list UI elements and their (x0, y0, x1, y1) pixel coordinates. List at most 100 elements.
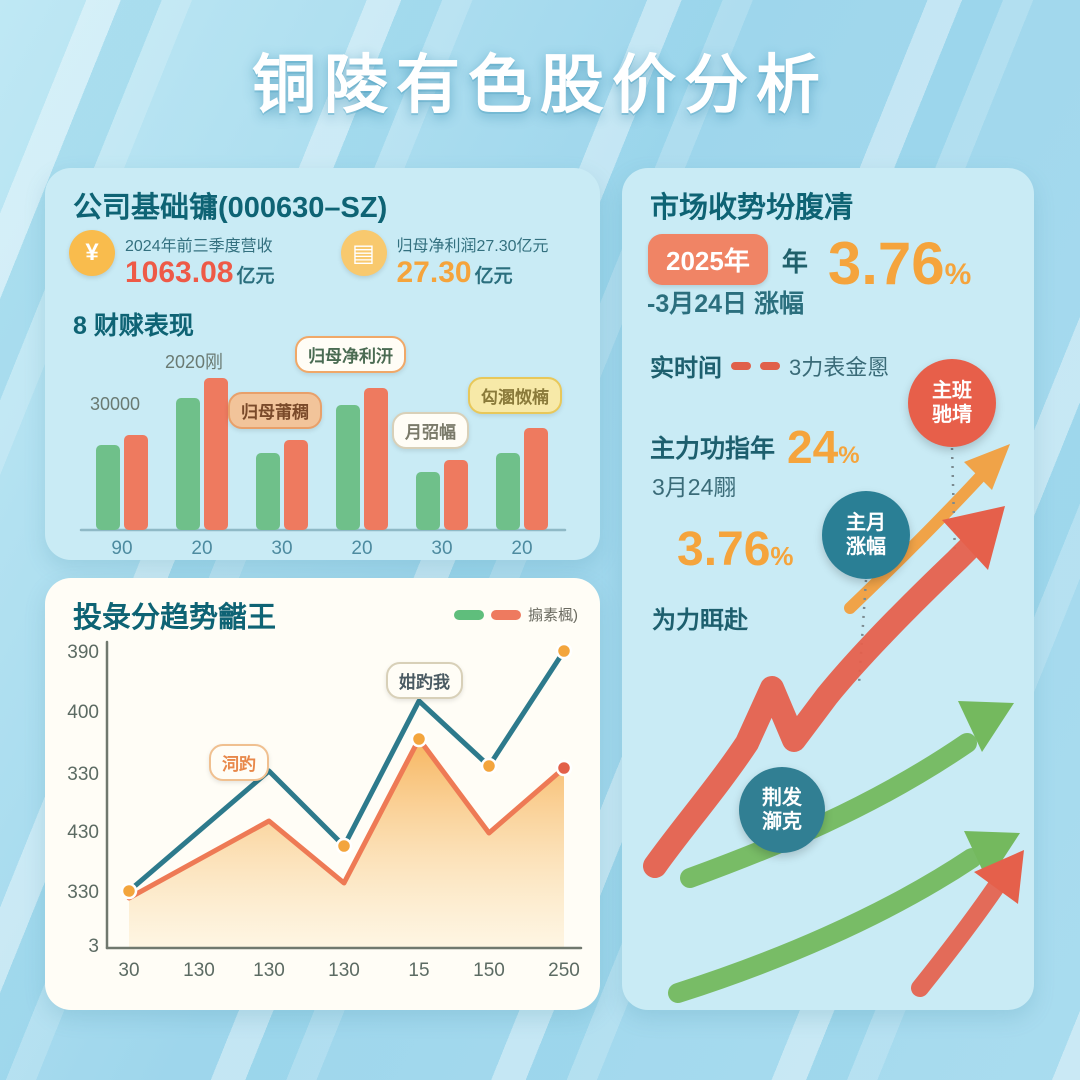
green-legend-icon (454, 609, 484, 620)
svg-text:20: 20 (191, 538, 212, 559)
company-card-title: 公司基础镛(000630–SZ) (73, 192, 388, 224)
revenue-stat-text: 2024年前三季度营收 1063.08 亿元 (125, 230, 274, 290)
callout-bubble: 归母莆稠 (228, 392, 322, 429)
svg-text:430: 430 (67, 822, 99, 843)
red-arrowhead-icon (942, 506, 1005, 570)
price-trend-card: 投彔分趋势龤王 搧素楓) 390 400 330 430 330 3 30 130 130 130… (45, 578, 600, 1010)
pct-value: 24 (787, 421, 839, 473)
svg-text:400: 400 (67, 702, 99, 723)
year-suffix: 年 (781, 247, 808, 277)
financial-bar-chart: 90 20 30 20 30 20 (79, 378, 567, 559)
svg-text:250: 250 (548, 960, 580, 981)
financials-subheader: 8 财赇表现 (73, 312, 194, 340)
red-arrow-icon (643, 531, 986, 878)
inflow-label: 主力功指年 (650, 435, 776, 463)
main-funds-badge: 主班 驰埥 (908, 359, 996, 447)
realtime-row: 实时间 3力表金慁 (650, 348, 889, 383)
red-legend-icon (491, 609, 521, 620)
badge-line: 主月 (846, 512, 886, 534)
trend-arrows (643, 444, 1024, 1003)
page-title: 铜陵有色股价分析 (252, 49, 828, 121)
price-card-header: 投彔分趋势龤王 搧素楓) (45, 578, 600, 636)
profit-stat: ▤ 归母净利润27.30亿元 27.30 亿元 (340, 230, 587, 290)
badge-line: 荆发 (762, 787, 802, 809)
main-percentage: 3.76% (828, 234, 971, 294)
inflow-percentage: 24% (787, 420, 860, 474)
green-arrowhead-icon (964, 831, 1020, 882)
svg-text:30: 30 (118, 960, 139, 981)
svg-text:330: 330 (67, 882, 99, 903)
svg-text:30: 30 (431, 538, 452, 559)
realtime-label: 实时间 (650, 355, 722, 382)
y-axis-label: 30000 (90, 394, 141, 414)
pct-unit: % (944, 258, 972, 291)
callout-bubble: 归母净利汧 (295, 336, 406, 373)
badge-line: 涨幅 (846, 536, 886, 558)
price-card-title: 投彔分趋势龤王 (73, 602, 277, 634)
financial-bar-chart-area: 90 20 30 20 30 20 30000 2020刚 归母莆稠 归母净利汧 月弨幅 … (67, 336, 577, 560)
market-trend-card: 市场收势坋腹凊 2025年 年 3.76% -3月24日 涨幅 实时间 3力表金… (622, 168, 1034, 1010)
green-arrow-icon (680, 733, 977, 888)
inflow-row: 主力功指年 24% (650, 420, 860, 474)
badge-line: 驰埥 (932, 404, 972, 426)
dash-icon (731, 361, 751, 370)
company-info-card: 公司基础镛(000630–SZ) ¥ 2024年前三季度营收 1063.08 亿元… (45, 168, 600, 560)
pct-value: 3.76 (677, 523, 771, 576)
stat-unit: 亿元 (236, 266, 275, 287)
realtime-text: 3力表金慁 (789, 354, 890, 380)
svg-text:130: 130 (183, 960, 215, 981)
svg-text:130: 130 (253, 960, 285, 981)
badge-line: 主班 (932, 380, 972, 402)
year-pct-row: 2025年 年 3.76% (648, 234, 971, 294)
svg-text:20: 20 (511, 538, 532, 559)
revenue-stat: ¥ 2024年前三季度营收 1063.08 亿元 (69, 230, 315, 290)
stat-value: 27.30 (396, 256, 472, 289)
green-trend-badge: 荆发 溮克 (739, 767, 825, 853)
date-gain-line: -3月24日 涨幅 (647, 290, 804, 318)
company-stats: ¥ 2024年前三季度营收 1063.08 亿元 ▤ 归母净利润27.30亿元 2… (69, 230, 586, 290)
dashed-connector (950, 447, 957, 557)
svg-text:330: 330 (67, 764, 99, 785)
stat-label: 2024年前三季度营收 (125, 238, 273, 255)
year-note: 2020刚 (165, 352, 224, 372)
svg-text:90: 90 (111, 538, 132, 559)
svg-text:30: 30 (271, 538, 292, 559)
orange-arrow-icon (844, 460, 996, 614)
stat-label: 归母净利润27.30亿元 (396, 238, 549, 255)
red-arrowhead-icon (974, 850, 1024, 904)
svg-text:150: 150 (473, 960, 505, 981)
pct-unit: % (770, 541, 794, 571)
price-line-chart-area: 390 400 330 430 330 3 30 130 130 130 15 150 250 泀趵 姏… (59, 636, 589, 996)
year-badge: 2025年 (648, 234, 768, 285)
pct-unit: % (838, 442, 860, 469)
svg-text:130: 130 (328, 960, 360, 981)
yuan-icon: ¥ (69, 230, 115, 276)
orange-arrowhead-icon (964, 444, 1010, 490)
red-arrow-icon (911, 869, 1011, 997)
dash-icon (760, 361, 780, 370)
chart-legend: 搧素楓) (454, 604, 578, 625)
legend-label: 搧素楓) (528, 607, 578, 624)
svg-text:390: 390 (67, 642, 99, 663)
green-arrow-icon (668, 848, 982, 1003)
badge-line: 溮克 (762, 811, 802, 833)
profit-stat-text: 归母净利润27.30亿元 27.30 亿元 (397, 230, 549, 290)
stat-unit: 亿元 (474, 266, 513, 287)
pct-value: 3.76 (827, 230, 945, 297)
document-icon: ▤ (340, 230, 387, 276)
second-percentage: 3.76% (677, 526, 794, 574)
callout-bubble: 月弨幅 (392, 412, 469, 449)
date-secondary: 3月24翢 (652, 474, 737, 500)
svg-text:3: 3 (88, 936, 99, 957)
svg-text:20: 20 (351, 538, 372, 559)
svg-text:15: 15 (408, 960, 429, 981)
stat-value: 1063.08 (125, 256, 234, 289)
footer-label: 为力眲赴 (652, 607, 748, 634)
monthly-gain-badge: 主月 涨幅 (822, 491, 910, 579)
callout-bubble: 匃溷怓楠 (468, 377, 562, 414)
green-arrowhead-icon (958, 701, 1014, 752)
callout-bubble: 姏趵我 (386, 662, 463, 699)
callout-bubble: 泀趵 (209, 744, 269, 781)
